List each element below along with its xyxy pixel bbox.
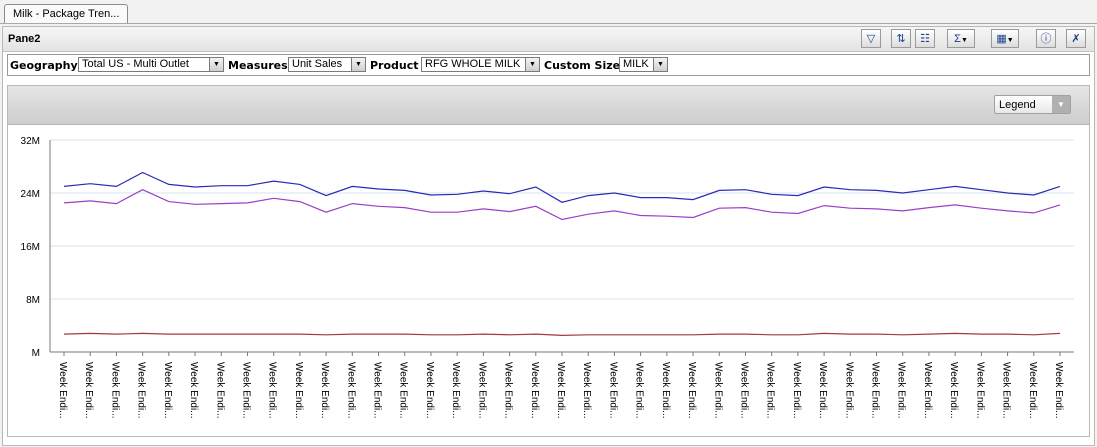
x-tick-label: Week Endi...: [345, 362, 356, 419]
info-icon[interactable]: ⓘ: [1036, 29, 1056, 48]
chevron-down-icon: ▼: [351, 58, 365, 71]
x-tick-label: Week Endi...: [634, 362, 645, 419]
x-tick-label: Week Endi...: [817, 362, 828, 419]
custom-size-label: Custom Size: [544, 59, 621, 72]
x-tick-label: Week Endi...: [57, 362, 68, 419]
x-tick-label: Week Endi...: [765, 362, 776, 419]
x-tick-label: Week Endi...: [109, 362, 120, 419]
x-tick-label: Week Endi...: [293, 362, 304, 419]
x-tick-label: Week Endi...: [712, 362, 723, 419]
pane-title: Pane2: [8, 33, 41, 45]
x-tick-label: Week Endi...: [660, 362, 671, 419]
x-tick-label: Week Endi...: [398, 362, 409, 419]
measures-select[interactable]: Unit Sales ▼: [288, 57, 366, 72]
sort-icon[interactable]: ⇅: [891, 29, 911, 48]
custom-size-select[interactable]: MILK ▼: [619, 57, 668, 72]
geography-value: Total US - Multi Outlet: [82, 58, 189, 70]
x-tick-label: Week Endi...: [791, 362, 802, 419]
tab-milk-package-trends[interactable]: Milk - Package Tren...: [4, 4, 129, 23]
x-tick-label: Week Endi...: [555, 362, 566, 419]
geography-label: Geography: [10, 59, 78, 72]
x-tick-label: Week Endi...: [1053, 362, 1064, 419]
x-tick-label: Week Endi...: [896, 362, 907, 419]
x-tick-label: Week Endi...: [372, 362, 383, 419]
y-tick-label: 8M: [26, 295, 40, 306]
filter-icon[interactable]: ▽: [861, 29, 881, 48]
x-tick-label: Week Endi...: [1027, 362, 1038, 419]
chart-header: Legend ▼: [8, 86, 1089, 125]
x-tick-label: Week Endi...: [686, 362, 697, 419]
legend-label: Legend: [999, 99, 1036, 111]
chevron-down-icon: ▼: [653, 58, 667, 71]
chevron-down-icon: ▼: [209, 58, 223, 71]
x-tick-label: Week Endi...: [1001, 362, 1012, 419]
product-value: RFG WHOLE MILK: [425, 58, 521, 70]
x-tick-label: Week Endi...: [136, 362, 147, 419]
x-tick-label: Week Endi...: [607, 362, 618, 419]
pane-header: Pane2 ▽ ⇅ ☷ Σ▼ ▦▼ ⓘ ✗: [3, 27, 1094, 52]
x-tick-label: Week Endi...: [188, 362, 199, 419]
chevron-down-icon: ▼: [1006, 37, 1014, 44]
grid-glyph: ▦: [996, 33, 1007, 45]
tab-strip: Milk - Package Tren...: [0, 0, 1097, 24]
series-line-2: [63, 189, 1061, 221]
line-chart: 32M 24M 16M 8M M Week Endi... Week Endi... Week…: [21, 136, 1074, 419]
x-tick-label: Week Endi...: [240, 362, 251, 419]
filter-bar: Geography Total US - Multi Outlet ▼ Measu…: [7, 54, 1090, 76]
pane2: Pane2 ▽ ⇅ ☷ Σ▼ ▦▼ ⓘ ✗ Geography Total US…: [2, 26, 1095, 446]
series-line-1: [63, 171, 1061, 203]
x-tick-label: Week Endi...: [974, 362, 985, 419]
geography-select[interactable]: Total US - Multi Outlet ▼: [78, 57, 224, 72]
x-tick-label: Week Endi...: [503, 362, 514, 419]
y-tick-label: 16M: [21, 242, 40, 253]
x-tick-label: Week Endi...: [162, 362, 173, 419]
y-tick-label: 24M: [21, 189, 40, 200]
measures-label: Measures: [228, 59, 288, 72]
chart-frame: Legend ▼ 32M 24M 16M 8M M Week Endi... Week En…: [7, 85, 1090, 437]
legend-dropdown[interactable]: Legend ▼: [994, 95, 1071, 114]
sigma-glyph: Σ: [954, 33, 961, 45]
y-tick-label: 32M: [21, 136, 40, 147]
x-tick-label: Week Endi...: [83, 362, 94, 419]
product-label: Product: [370, 59, 419, 72]
x-tick-label: Week Endi...: [267, 362, 278, 419]
grid-layout-icon[interactable]: ▦▼: [991, 29, 1019, 48]
product-select[interactable]: RFG WHOLE MILK ▼: [421, 57, 540, 72]
series-line-3: [63, 332, 1061, 337]
chevron-down-icon: ▼: [525, 58, 539, 71]
x-tick-label: Week Endi...: [581, 362, 592, 419]
x-tick-label: Week Endi...: [214, 362, 225, 419]
totals-icon[interactable]: Σ▼: [947, 29, 975, 48]
tools-icon[interactable]: ✗: [1066, 29, 1086, 48]
chevron-down-icon: ▼: [960, 37, 968, 44]
columns-icon[interactable]: ☷: [915, 29, 935, 48]
x-tick-label: Week Endi...: [922, 362, 933, 419]
x-tick-label: Week Endi...: [450, 362, 461, 419]
x-tick-label: Week Endi...: [319, 362, 330, 419]
x-tick-label: Week Endi...: [843, 362, 854, 419]
x-tick-label: Week Endi...: [424, 362, 435, 419]
measures-value: Unit Sales: [292, 58, 343, 70]
x-tick-label: Week Endi...: [870, 362, 881, 419]
x-tick-label: Week Endi...: [738, 362, 749, 419]
x-tick-label: Week Endi...: [476, 362, 487, 419]
y-tick-label: M: [32, 348, 40, 359]
chevron-down-icon: ▼: [1052, 96, 1070, 113]
custom-size-value: MILK: [623, 58, 649, 70]
x-tick-label: Week Endi...: [948, 362, 959, 419]
x-tick-label: Week Endi...: [529, 362, 540, 419]
